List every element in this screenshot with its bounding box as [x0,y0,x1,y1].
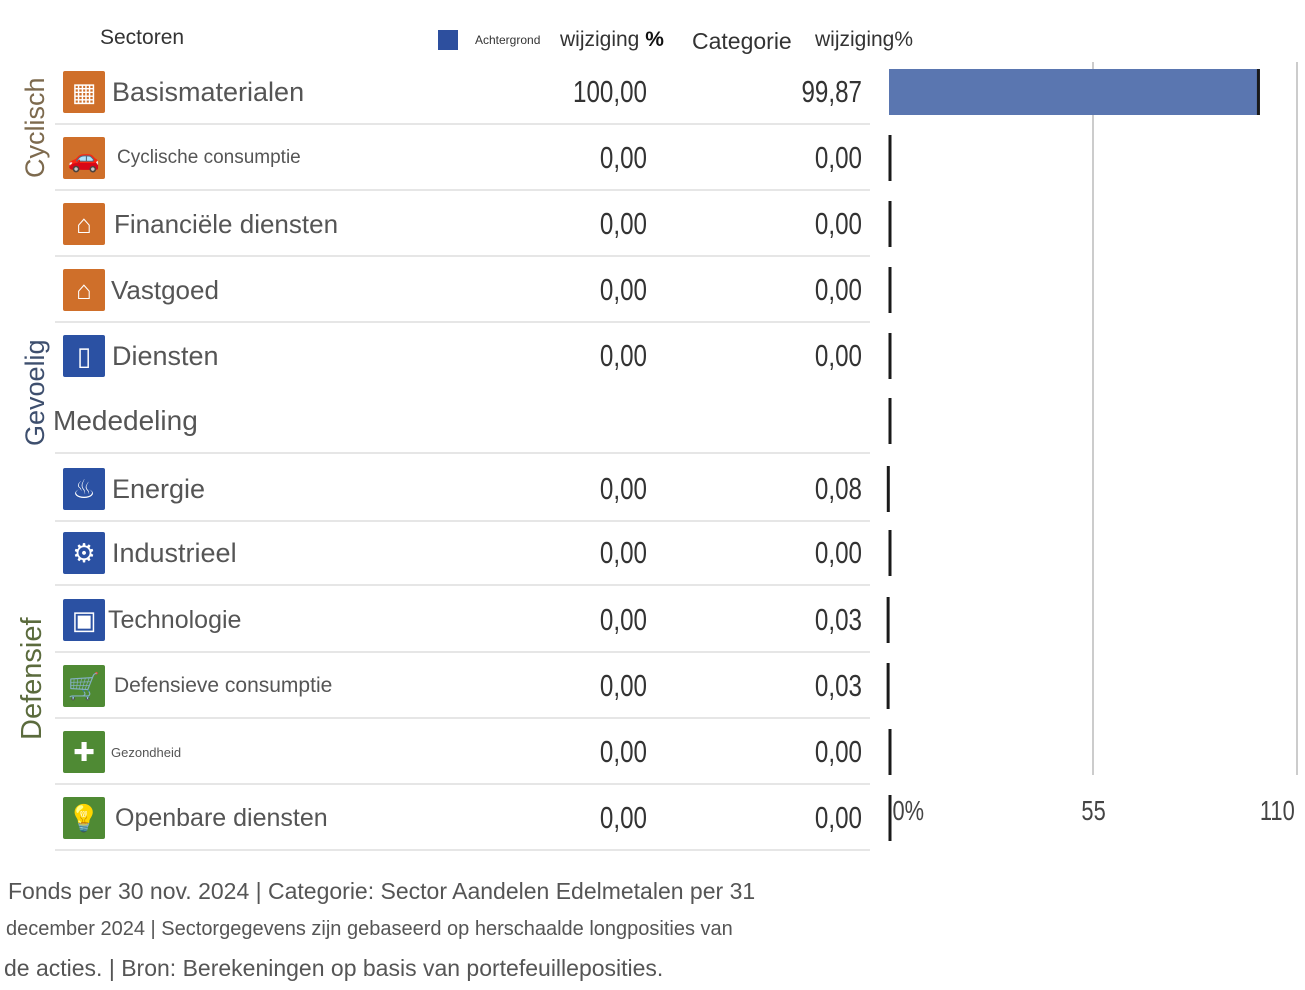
sector-name: Energie [112,473,206,504]
flame-icon: ♨ [63,468,105,510]
fund-value: 0,00 [599,535,647,570]
category-value: 0,08 [814,471,862,506]
category-value: 0,00 [814,734,862,769]
footer-line-1: Fonds per 30 nov. 2024 | Categorie: Sect… [8,878,756,904]
table-row: 💡 Openbare diensten 0,00 0,00 [55,785,870,851]
sector-name: Basismaterialen [112,76,305,107]
row-divider [55,321,870,323]
category-header: Categorie [692,28,792,54]
fund-change-label: wijziging [560,28,640,51]
fund-value: 0,00 [599,734,647,769]
category-value: 0,03 [814,602,862,637]
category-value: 99,87 [801,74,862,109]
row-divider [55,783,870,785]
cart-icon: 🛒 [63,665,105,707]
x-tick-label: 0% [892,795,925,826]
table-row: 🚗 Cyclische consumptie 0,00 0,00 [55,125,870,191]
fund-bar [889,69,1260,115]
x-tick-label: 110 [1259,795,1295,826]
fund-value: 0,00 [599,471,647,506]
sector-name: Openbare diensten [115,803,328,832]
sector-name: Financiële diensten [114,208,339,239]
row-divider [55,520,870,522]
sector-name: Technologie [108,605,242,634]
computer-icon: ▣ [63,599,105,641]
category-value: 0,00 [814,140,862,175]
row-divider [55,189,870,191]
table-row: ▣ Technologie 0,00 0,03 [55,587,870,653]
fund-value: 0,00 [599,338,647,373]
sector-name: Vastgoed [111,274,219,305]
fund-value: 0,00 [599,668,647,703]
sector-name: Industrieel [112,537,237,568]
category-value: 0,00 [814,800,862,835]
category-value: 0,03 [814,668,862,703]
category-value: 0,00 [814,206,862,241]
fund-change-suffix: % [645,28,664,51]
sectors-header: Sectoren [100,26,185,49]
table-row: ♨ Energie 0,00 0,08 [55,456,870,522]
legend-swatch [438,30,458,50]
footer-line-2: december 2024 | Sectorgegevens zijn geba… [6,918,733,940]
row-divider [55,452,870,454]
car-icon: 🚗 [63,137,105,179]
sector-name: Diensten [112,340,219,371]
table-row: Mededeling [53,388,870,454]
category-change-header: wijziging% [815,28,914,51]
fund-value: 0,00 [599,140,647,175]
phone-icon: ▯ [63,335,105,377]
row-divider [55,849,870,851]
table-row: ⌂ Financiële diensten 0,00 0,00 [55,191,870,257]
fund-value: 100,00 [573,74,647,109]
table-row: ✚ Gezondheid 0,00 0,00 [55,719,870,785]
gear-icon: ⚙ [63,532,105,574]
row-divider [55,717,870,719]
fund-value: 0,00 [599,800,647,835]
table-row: ⌂ Vastgoed 0,00 0,00 [55,257,870,323]
sector-name: Defensieve consumptie [114,674,333,697]
row-divider [55,651,870,653]
lightbulb-icon: 💡 [63,797,105,839]
fund-change-header: wijziging % [560,28,664,52]
footer-line-3: de acties. | Bron: Berekeningen op basis… [4,955,664,981]
table-row: ⚙ Industrieel 0,00 0,00 [55,520,870,586]
category-value: 0,00 [814,338,862,373]
sector-name: Mededeling [53,405,198,436]
bank-icon: ⌂ [63,203,105,245]
sector-name: Gezondheid [111,744,182,760]
table-row: ▯ Diensten 0,00 0,00 [55,323,870,389]
fund-value: 0,00 [599,206,647,241]
cross-icon: ✚ [63,731,105,773]
bricks-icon: ▦ [63,71,105,113]
category-value: 0,00 [814,535,862,570]
x-tick-label: 55 [1081,795,1106,826]
sector-name: Cyclische consumptie [117,147,301,168]
table-row: ▦ Basismaterialen 100,00 99,87 [55,59,870,125]
row-divider [55,584,870,586]
fund-value: 0,00 [599,272,647,307]
house-icon: ⌂ [63,269,105,311]
legend-fund-label: Achtergrond [475,33,541,47]
row-divider [55,123,870,125]
category-value: 0,00 [814,272,862,307]
fund-value: 0,00 [599,602,647,637]
row-divider [55,255,870,257]
table-row: 🛒 Defensieve consumptie 0,00 0,03 [55,653,870,719]
